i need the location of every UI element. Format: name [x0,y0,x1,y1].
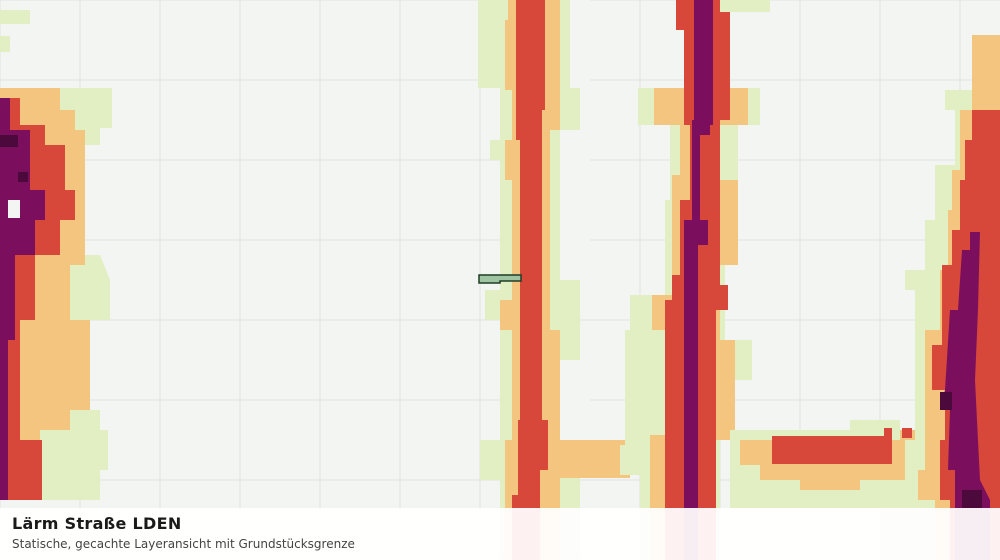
parcel-boundary [478,274,522,284]
noise-zone [684,0,713,560]
caption-bar: Lärm Straße LDEN Statische, gecachte Lay… [0,508,1000,560]
noise-zone [0,10,30,24]
noise-zone [940,232,990,560]
noise-zone [570,0,590,88]
noise-zone [560,130,590,280]
noise-zone [0,135,18,147]
noise-zone [548,440,630,478]
noise-zone [884,428,892,440]
noise-zone [512,0,548,560]
noise-zone [962,490,982,508]
caption-title: Lärm Straße LDEN [12,514,182,533]
noise-zone [0,98,45,500]
noise-zone [772,436,892,464]
noise-zone [720,0,770,12]
noise-zone [0,36,10,52]
noise-zone [8,200,20,218]
noise-zone [940,392,952,410]
caption-subtitle: Statische, gecachte Layeransicht mit Gru… [12,537,355,551]
noise-zone [560,360,590,440]
noise-zone [902,428,912,438]
noise-zone [18,172,28,182]
